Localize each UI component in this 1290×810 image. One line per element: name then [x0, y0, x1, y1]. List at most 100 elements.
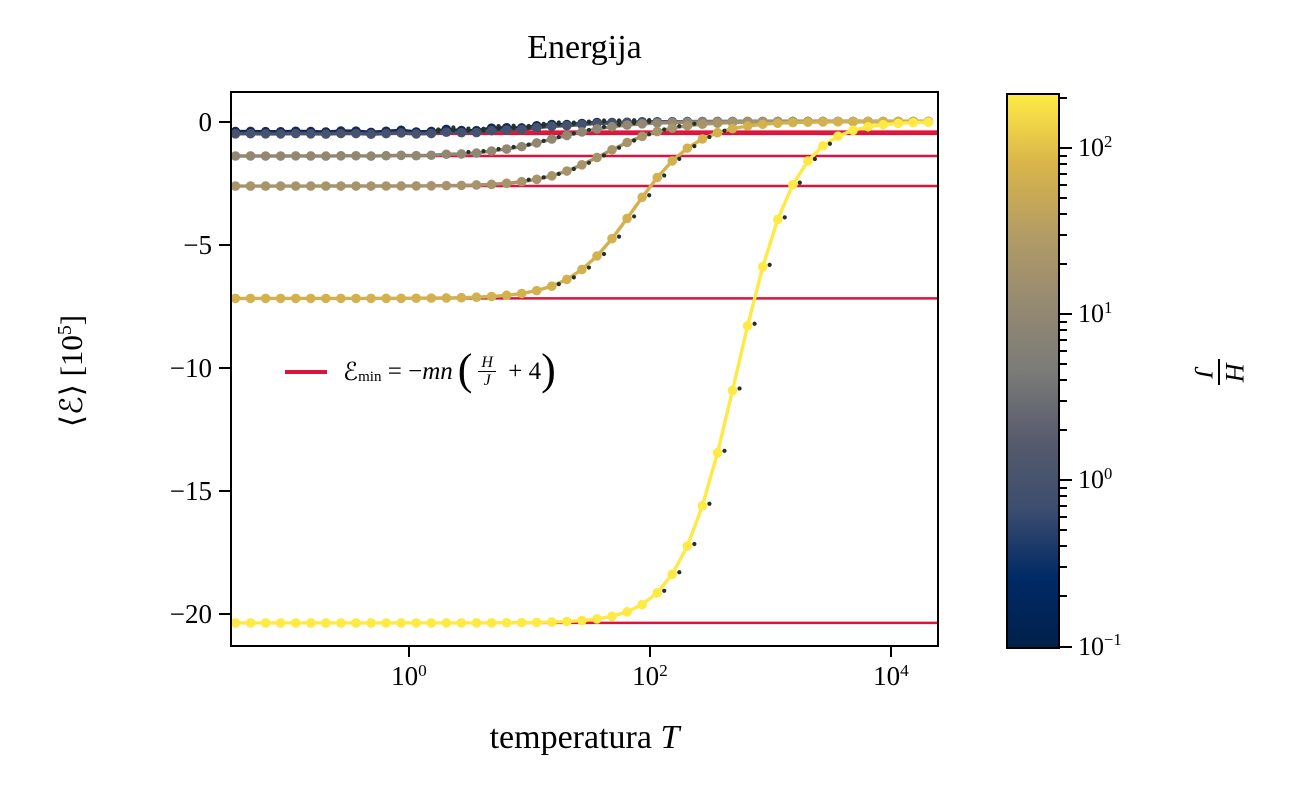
curve-marker [531, 617, 542, 628]
curve-inner-dot [466, 128, 471, 133]
curve-marker [531, 122, 542, 133]
colorbar-minor-tick [1060, 516, 1067, 519]
plot-canvas [232, 116, 937, 628]
curve-marker [426, 150, 437, 161]
curve-inner-dot [616, 234, 622, 239]
curve-marker [232, 618, 241, 628]
y-axis-tick [219, 366, 230, 369]
colorbar-minor-tick [1060, 183, 1067, 186]
colorbar-tick-label: 101 [1078, 298, 1113, 329]
curve-marker [366, 151, 376, 161]
curve-marker [546, 171, 557, 181]
legend-fraction-denominator: J [483, 371, 491, 389]
curve-inner-dot [737, 386, 742, 391]
curve-marker [697, 134, 708, 144]
curve-marker [232, 129, 241, 139]
curve-marker [637, 192, 647, 203]
curve-marker [577, 119, 587, 130]
curve-marker [426, 128, 437, 139]
colorbar-major-tick [1060, 313, 1072, 316]
curve-marker [712, 118, 723, 128]
curve-marker [381, 181, 391, 191]
curve-inner-dot [827, 141, 833, 146]
colorbar-minor-tick [1060, 429, 1067, 432]
curve-marker [667, 123, 678, 133]
curve-marker [486, 179, 497, 190]
curve-marker [275, 151, 286, 161]
curve-marker [562, 616, 572, 627]
curve-inner-dot [707, 134, 712, 140]
curve-marker [441, 293, 452, 303]
curve-marker [275, 618, 286, 628]
colorbar-minor-tick [1060, 486, 1067, 489]
curve-marker [441, 149, 452, 160]
y-axis-tick [219, 490, 230, 493]
y-axis-tick-label: −20 [169, 599, 212, 630]
curve-inner-dot [601, 124, 607, 129]
curve-marker [366, 129, 376, 140]
curve-marker [290, 128, 301, 139]
legend-open-paren: ( [457, 345, 473, 394]
curve-inner-dot [511, 144, 516, 150]
x-axis-tick-label: 102 [632, 660, 668, 692]
colorbar-minor-tick [1060, 545, 1067, 548]
curve-marker [471, 180, 482, 190]
curve-marker [486, 618, 497, 628]
curve-marker [396, 128, 406, 138]
curve-marker [516, 617, 527, 628]
curve-inner-dot [526, 125, 531, 130]
curve-marker [456, 180, 467, 191]
curve-marker [336, 150, 346, 161]
colorbar-tick-label: 102 [1078, 131, 1113, 163]
curve-inner-dot [601, 153, 607, 158]
curve-inner-dot [466, 149, 471, 155]
curve-marker [501, 144, 512, 154]
colorbar-minor-tick [1060, 97, 1067, 100]
curve-inner-dot [526, 142, 531, 147]
y-axis-label-close: ] [54, 314, 89, 326]
curve-marker [652, 587, 663, 598]
curve-inner-dot [692, 121, 697, 126]
curve-marker [516, 141, 527, 152]
curve-marker [366, 181, 376, 191]
curve-marker [396, 150, 406, 161]
curve-inner-dot [647, 119, 652, 124]
curve-marker [878, 119, 888, 130]
curve-marker [501, 178, 512, 189]
curve-marker [245, 181, 256, 191]
curve-marker [592, 152, 602, 163]
y-axis-tick-label: −15 [169, 476, 212, 507]
curve-inner-dot [662, 588, 667, 593]
curve-marker [727, 385, 738, 396]
curve-marker [260, 293, 271, 304]
curve-marker [803, 156, 813, 166]
curve-marker [697, 500, 708, 511]
curve-inner-dot [767, 262, 772, 267]
energy-curve-5 [232, 117, 934, 628]
curve-marker [833, 131, 843, 141]
curve-marker [305, 151, 316, 161]
x-axis-label-text: temperatura [489, 719, 661, 756]
curve-inner-dot [797, 180, 802, 185]
curve-inner-dot [677, 123, 682, 129]
colorbar-minor-tick [1060, 213, 1067, 216]
curve-marker [893, 118, 904, 129]
curve-marker [381, 150, 391, 161]
curve-marker [471, 127, 482, 138]
curve-marker [833, 116, 843, 127]
colorbar-tick-label: 10−1 [1078, 630, 1122, 661]
curve-marker [787, 179, 798, 190]
curve-marker [848, 116, 858, 127]
curve-inner-dot [496, 146, 501, 152]
curve-marker [757, 119, 768, 130]
curve-marker [546, 121, 557, 132]
curve-inner-dot [571, 275, 576, 280]
curve-marker [351, 618, 361, 628]
curve-inner-dot [632, 214, 637, 219]
curve-inner-dot [707, 501, 712, 506]
curve-inner-dot [586, 265, 592, 270]
curve-marker [562, 130, 572, 141]
energy-curve-4 [232, 116, 934, 304]
